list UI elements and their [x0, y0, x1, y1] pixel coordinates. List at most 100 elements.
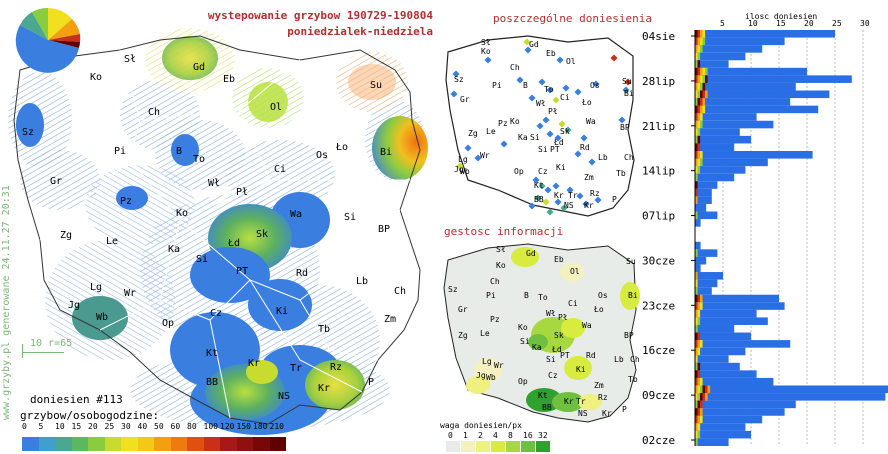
- report-marker[interactable]: [544, 186, 552, 194]
- small-region-label: Zm: [584, 173, 594, 182]
- report-marker[interactable]: [523, 38, 531, 46]
- small-region-label: Zm: [594, 381, 604, 390]
- small-region-label: Ko: [510, 117, 520, 126]
- chart-bar: [695, 158, 768, 167]
- small-region-label: P: [622, 405, 627, 414]
- report-marker[interactable]: [542, 198, 550, 206]
- report-marker[interactable]: [562, 84, 570, 92]
- chart-bar: [695, 135, 751, 144]
- main-map[interactable]: Sł Gd Eb Ko Su Ol Sz Ch Gr Pi B To Ło Os Bi Ci Wł Pł Pz Ko W…: [0, 0, 440, 454]
- report-marker[interactable]: [500, 140, 508, 148]
- small-region-label: Ko: [481, 47, 491, 56]
- report-marker[interactable]: [532, 176, 540, 184]
- chart-bar: [695, 219, 701, 227]
- report-marker[interactable]: [552, 182, 560, 190]
- report-marker[interactable]: [624, 78, 632, 86]
- chart-date-label: 14lip: [642, 165, 675, 178]
- report-marker[interactable]: [622, 86, 630, 94]
- small-region-label: B: [523, 81, 528, 90]
- region-label: Sk: [256, 229, 268, 240]
- report-marker[interactable]: [582, 200, 590, 208]
- report-marker[interactable]: [618, 116, 626, 124]
- region-label: Ol: [270, 102, 282, 113]
- report-marker[interactable]: [450, 90, 458, 98]
- report-marker[interactable]: [580, 134, 588, 142]
- legend-color-swatch: [71, 437, 88, 451]
- small-region-label: Wb: [486, 373, 496, 382]
- chart-bar: [695, 128, 740, 136]
- chart-date-label: 04sie: [642, 30, 675, 43]
- chart-bar: [695, 438, 729, 446]
- small-region-label: Pł: [548, 107, 558, 116]
- small-region-label: Si: [546, 355, 556, 364]
- report-marker[interactable]: [554, 198, 562, 206]
- report-marker[interactable]: [592, 80, 600, 88]
- small-region-label: Lg: [482, 357, 492, 366]
- small-region-label: Pł: [558, 313, 568, 322]
- small-region-label: To: [544, 85, 554, 94]
- legend-color-swatch: [121, 437, 138, 451]
- report-marker[interactable]: [576, 192, 584, 200]
- report-marker[interactable]: [538, 182, 546, 190]
- report-marker[interactable]: [558, 120, 566, 128]
- report-marker[interactable]: [464, 144, 472, 152]
- report-marker[interactable]: [474, 154, 482, 162]
- legend-tick-label: 60: [170, 422, 181, 431]
- small-region-label: Su: [626, 257, 636, 266]
- report-marker[interactable]: [546, 208, 554, 216]
- report-marker[interactable]: [594, 196, 602, 204]
- small-region-label: Bi: [624, 89, 634, 98]
- report-marker[interactable]: [456, 162, 464, 170]
- country-border: [13, 35, 421, 425]
- report-marker[interactable]: [536, 122, 544, 130]
- report-marker[interactable]: [564, 126, 572, 134]
- report-marker[interactable]: [552, 96, 560, 104]
- report-marker[interactable]: [538, 78, 546, 86]
- report-marker[interactable]: [542, 116, 550, 124]
- legend-color-swatch: [220, 437, 237, 451]
- region-label: BB: [206, 377, 218, 388]
- small-region-label: Ka: [532, 343, 542, 352]
- report-marker[interactable]: [556, 56, 564, 64]
- voivodeship-borders: [39, 49, 410, 419]
- report-marker[interactable]: [524, 46, 532, 54]
- report-marker[interactable]: [560, 204, 568, 212]
- density-map[interactable]: Sł Gd Eb Ko Ol Su Sz Ch Gr Pi B To Ci Os Bi Wł Ło Pł Pz Wa Z…: [438, 240, 643, 425]
- region-label: Wa: [290, 209, 302, 220]
- chart-bar: [695, 166, 746, 174]
- report-marker[interactable]: [546, 86, 554, 94]
- report-marker[interactable]: [574, 150, 582, 158]
- color-pie-icon: [15, 7, 81, 73]
- report-marker[interactable]: [610, 54, 618, 62]
- report-marker[interactable]: [554, 134, 562, 142]
- chart-bar: [695, 188, 712, 197]
- report-marker[interactable]: [546, 130, 554, 138]
- reports-map[interactable]: Sł Gd Eb Ko Ol Su Sz Ch Gr Pi B To Ci Os Bi Wł Ło Pł Pz Wa Z…: [438, 30, 638, 222]
- small-region-label: Ol: [570, 267, 580, 276]
- report-count-chart[interactable]: 51015202530354004sie28lip21lip14lip07lip…: [640, 0, 888, 454]
- report-marker[interactable]: [588, 158, 596, 166]
- chart-date-label: 07lip: [642, 210, 675, 223]
- legend-tick-label: 15: [71, 422, 82, 431]
- report-marker[interactable]: [566, 186, 574, 194]
- small-region-label: PT: [560, 351, 570, 360]
- density-legend-swatch: [521, 441, 535, 452]
- report-marker[interactable]: [534, 194, 542, 202]
- report-marker[interactable]: [528, 94, 536, 102]
- scale-bar: [22, 352, 64, 353]
- chart-bar: [695, 347, 746, 356]
- region-label: Ło: [335, 142, 348, 153]
- chart-x-tick: 15: [776, 19, 786, 28]
- small-region-label: NS: [564, 201, 574, 210]
- report-marker[interactable]: [516, 76, 524, 84]
- small-region-label: Lb: [614, 355, 624, 364]
- report-marker[interactable]: [528, 202, 536, 210]
- chart-bar: [695, 151, 813, 159]
- report-marker[interactable]: [452, 70, 460, 78]
- chart-bar: [695, 98, 791, 106]
- chart-bar: [695, 385, 888, 394]
- report-marker[interactable]: [574, 88, 582, 96]
- small-region-label: B: [524, 291, 529, 300]
- report-marker[interactable]: [484, 56, 492, 64]
- legend-color-swatch: [38, 437, 55, 451]
